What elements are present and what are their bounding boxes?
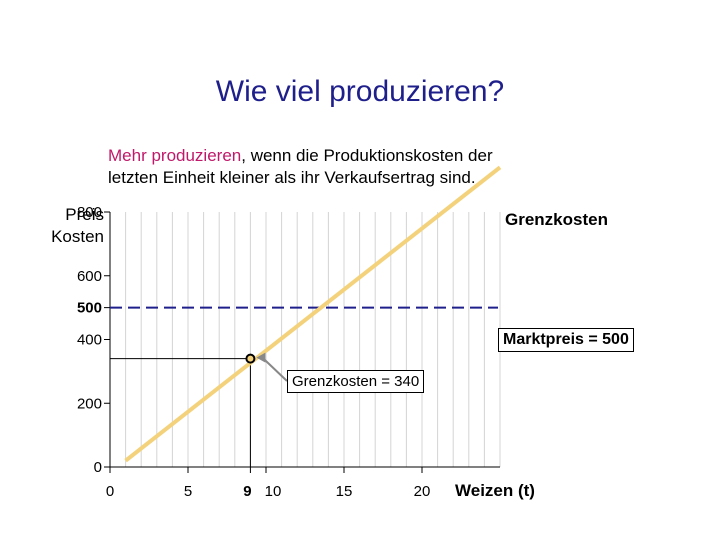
y-axis-label-line1: Preis [65,205,104,224]
callout-arrow-shaft [261,356,288,382]
subtitle: Mehr produzieren, wenn die Produktionsko… [108,145,628,189]
marginal-cost-callout: Grenzkosten = 340 [287,370,425,393]
series-layer [124,165,502,463]
series-label-grenzkosten: Grenzkosten [505,210,608,229]
x-axis-label: Weizen (t) [455,481,535,500]
axes [104,211,500,473]
x-tick-label: 5 [184,483,192,500]
x-tick-label: 15 [336,483,353,500]
highlight-marks [245,352,288,382]
x-tick-label: 9 [243,483,251,500]
callout-arrow-head [256,352,266,363]
y-axis-label-line2: Kosten [51,227,104,246]
subtitle-line2: letzten Einheit kleiner als ihr Verkaufs… [108,168,476,187]
series-line-grenzkosten [124,165,502,463]
y-tick-label: 800 [77,204,102,221]
subtitle-highlight: Mehr produzieren [108,146,242,165]
market-price-label: Marktpreis = 500 [498,328,634,352]
y-tick-label: 500 [77,300,102,317]
grid [125,212,501,467]
x-tick-label: 0 [106,483,114,500]
subtitle-line1-rest: , wenn die Produktionskosten der [241,146,493,165]
y-tick-label: 600 [77,268,102,285]
x-tick-label: 20 [414,483,431,500]
highlight-point [245,353,256,364]
x-tick-label: 10 [265,483,282,500]
page-title: Wie viel produzieren? [215,75,505,108]
y-tick-label: 400 [77,332,102,349]
y-axis-label: Preis Kosten [30,204,104,248]
y-tick-label: 0 [94,459,102,476]
tick-labels: 0 200 400 500 600 800 0 5 9 10 15 20 [77,204,430,500]
y-tick-label: 200 [77,395,102,412]
reference-lines [110,306,498,467]
